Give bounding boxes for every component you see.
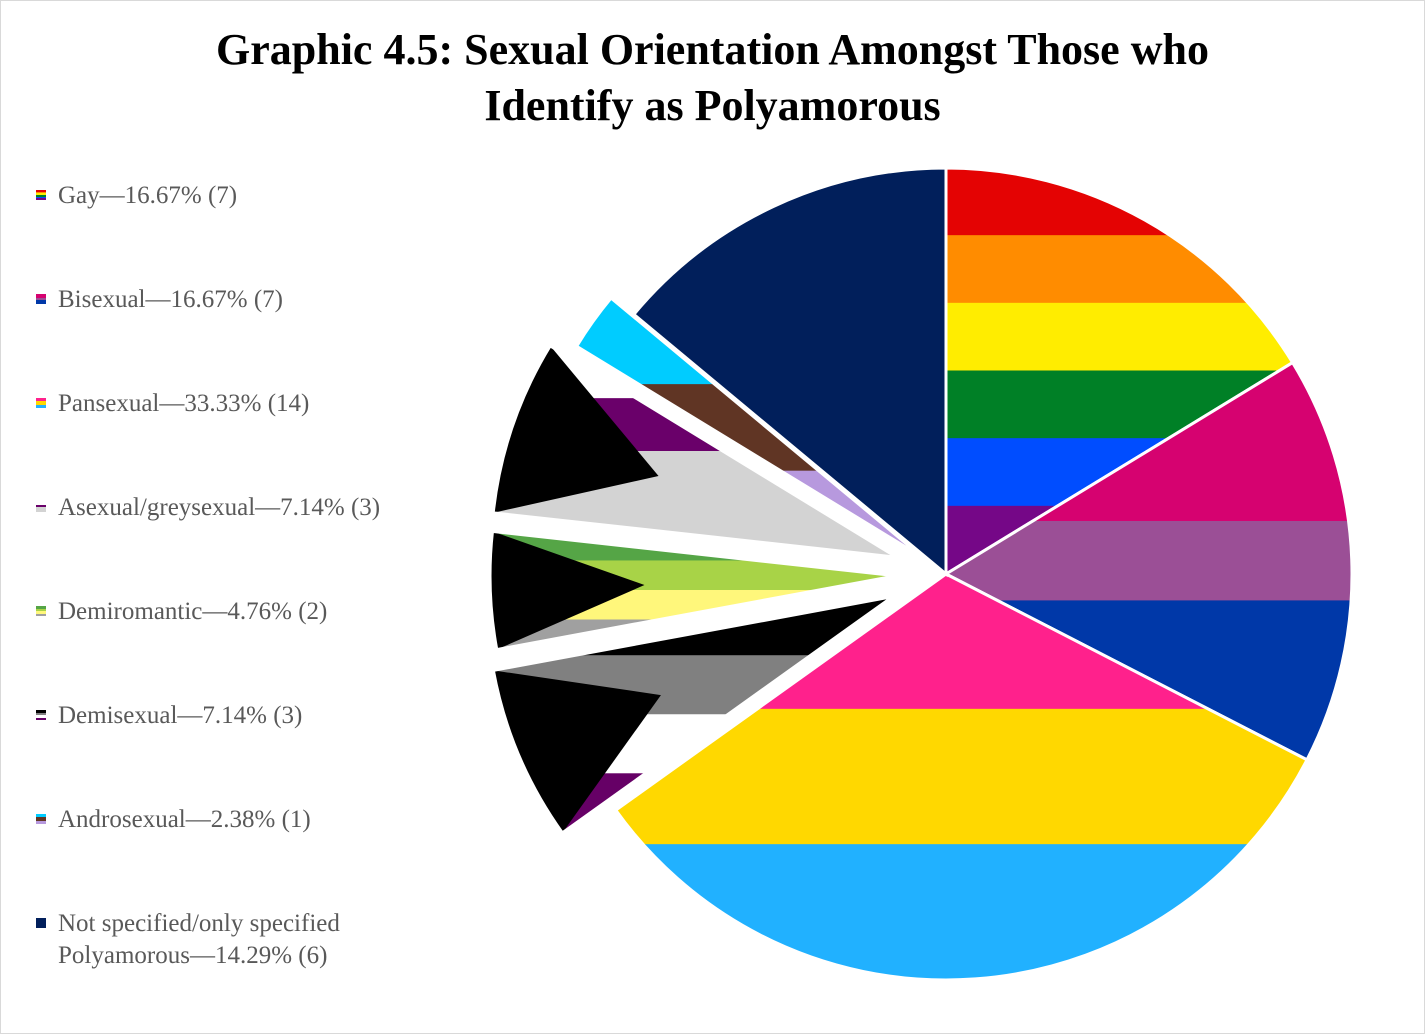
legend-swatch — [36, 190, 46, 200]
pie-slice-outline — [631, 166, 948, 578]
pie-slice-outline — [613, 572, 1310, 982]
legend-label: Gay—16.67% (7) — [58, 182, 238, 209]
legend-label: Demiromantic—4.76% (2) — [58, 598, 328, 625]
legend-swatch — [36, 814, 46, 824]
pie-slice-outline — [944, 166, 1295, 577]
legend-item: Pansexual—33.33% (14) — [36, 388, 309, 420]
legend-swatch — [36, 502, 46, 512]
legend-label: Asexual/greysexual—7.14% (3) — [58, 494, 381, 521]
legend-swatch — [36, 710, 46, 720]
legend-item: Gay—16.67% (7) — [36, 180, 237, 212]
legend-label: Pansexual—33.33% (14) — [58, 390, 310, 417]
legend-item: Demisexual—7.14% (3) — [36, 700, 302, 732]
pie-slice-outline — [488, 529, 897, 652]
legend-item: Not specified/only specified Polyamorous… — [36, 908, 340, 972]
pie-slice-outline — [491, 343, 898, 559]
legend-swatch — [36, 398, 46, 408]
pie-slice-outline — [574, 295, 925, 559]
legend-item: Bisexual—16.67% (7) — [36, 284, 283, 316]
pie-slice-outline — [491, 595, 894, 835]
legend-label: Androsexual—2.38% (1) — [58, 806, 311, 833]
legend-swatch — [36, 294, 46, 304]
legend-label: Bisexual—16.67% (7) — [58, 286, 283, 313]
legend-label: Not specified/only specified Polyamorous… — [58, 910, 340, 969]
chart-title-line-1: Graphic 4.5: Sexual Orientation Amongst … — [216, 25, 1209, 74]
legend-item: Asexual/greysexual—7.14% (3) — [36, 492, 380, 524]
legend-swatch — [36, 606, 46, 616]
legend-label: Demisexual—7.14% (3) — [58, 702, 303, 729]
legend-item: Androsexual—2.38% (1) — [36, 804, 311, 836]
chart-title-line-2: Identify as Polyamorous — [484, 81, 941, 130]
pie-slice-outline — [942, 360, 1354, 762]
chart-title: Graphic 4.5: Sexual Orientation Amongst … — [0, 22, 1425, 134]
legend-swatch — [36, 918, 46, 928]
legend-item: Demiromantic—4.76% (2) — [36, 596, 327, 628]
